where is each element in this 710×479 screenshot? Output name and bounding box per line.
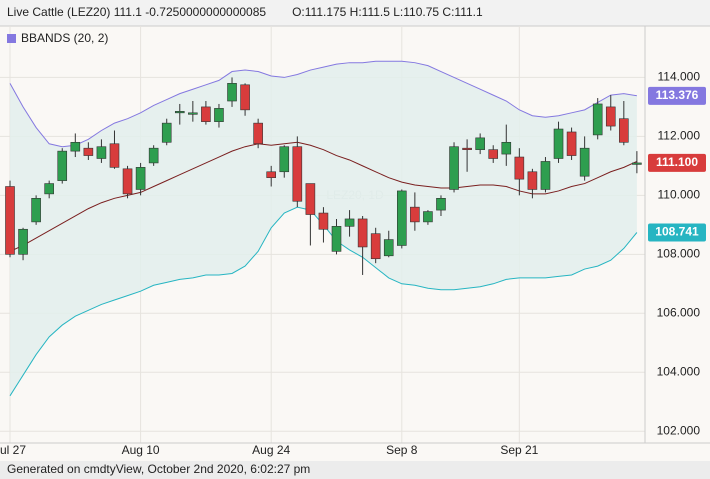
candle-body [488,149,499,159]
candle-body [331,226,342,252]
candle-body [592,103,603,136]
x-tick-label: Aug 24 [252,443,290,457]
candle-body [396,190,407,246]
candle-body [279,146,290,173]
candle-body [605,106,616,127]
candle-body [527,171,538,190]
candle-body [70,141,81,152]
candle-body [31,198,41,223]
candle-body [214,108,224,122]
candle-body [96,146,107,159]
candle-body [188,112,198,115]
candle-body [318,212,329,230]
y-tick-label: 108.000 [657,246,701,260]
y-tick-label: 114.000 [658,70,701,84]
x-tick-label: Sep 21 [500,443,538,457]
y-tick-label: 106.000 [657,305,701,319]
candle-body [579,147,590,177]
ohlc-text: O:111.175 H:111.5 L:110.75 C:111.1 [292,5,483,19]
candle-body [174,111,185,114]
price-tag [648,86,706,105]
candle-body [57,150,68,181]
candle-body [501,141,512,155]
candle-body [370,233,381,260]
candle-body [122,168,133,195]
price-tag-label: 108.741 [655,225,699,239]
candle-body [227,83,237,102]
candle-body [553,128,564,159]
candle-body [5,186,15,255]
candle-body [266,171,277,178]
candle-body [619,118,629,143]
y-tick-label: 110.000 [658,188,701,202]
candle-body [566,131,577,156]
header-bar [0,0,710,26]
candle-body [109,143,120,168]
candle-body [18,228,28,255]
candle-body [292,146,303,202]
candle-body [475,137,485,150]
chart-title: Live Cattle (LEZ20) 111.1 -0.72500000000… [7,5,266,19]
candle-body [383,239,394,257]
band-upper [9,60,637,148]
candle-body [357,218,368,248]
candle-body [44,183,54,195]
x-tick-label: Jul 27 [0,443,26,457]
y-tick-label: 102.000 [657,423,701,437]
legend-label: BBANDS (20, 2) [21,31,108,45]
candle-body [462,147,472,150]
candle-body [201,106,211,122]
x-tick-label: Sep 8 [386,443,418,457]
footer-bar [0,461,710,479]
candle-body [344,218,355,227]
footer: Generated on cmdtyView, October 2nd 2020… [7,462,310,476]
candle-body [632,162,642,165]
candle-body [423,211,433,223]
legend-swatch [7,34,16,43]
candle-body [148,147,159,164]
price-tag [648,153,706,172]
candle-body [240,84,250,111]
candle-body [161,122,172,143]
price-tag-label: 111.100 [656,155,698,169]
candle-body [253,122,263,145]
candle-body [135,167,146,190]
candle-body [436,198,446,211]
candle-body [449,146,459,190]
candle-body [305,183,316,215]
price-tag [648,223,706,242]
candle-body [514,156,525,180]
candle-body [410,206,420,223]
y-tick-label: 112.000 [658,129,701,143]
candle-body [540,161,551,190]
x-tick-label: Aug 10 [122,443,160,457]
plot: LEZ20, 1D [0,26,645,443]
candle-body [83,147,94,156]
y-tick-label: 104.000 [657,364,701,378]
price-tag-label: 113.376 [656,88,699,102]
